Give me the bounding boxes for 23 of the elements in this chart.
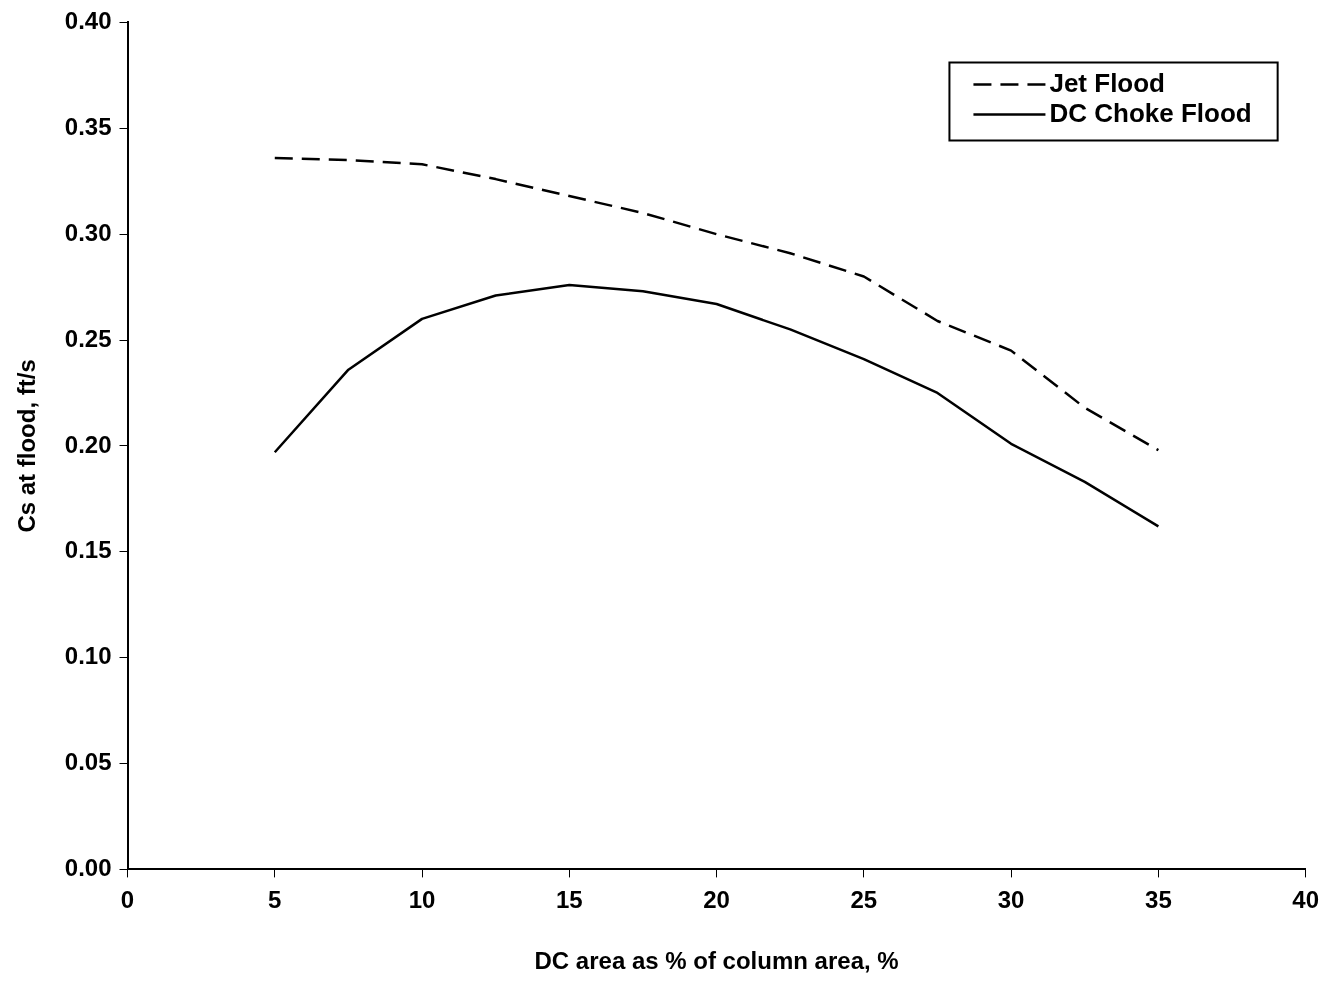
y-tick-label: 0.20: [64, 430, 112, 458]
x-tick-label: 30: [997, 886, 1025, 914]
x-tick-label: 10: [408, 886, 436, 914]
x-tick-label: 25: [850, 886, 878, 914]
legend-label: Jet Flood: [1049, 67, 1165, 98]
x-axis-title: DC area as % of column area, %: [534, 947, 899, 975]
y-tick-label: 0.35: [64, 112, 112, 140]
y-tick-label: 0.30: [64, 218, 112, 246]
y-tick-label: 0.10: [64, 642, 112, 670]
y-tick-label: 0.40: [64, 7, 112, 35]
x-tick-label: 20: [703, 886, 730, 914]
x-tick-label: 5: [268, 886, 282, 914]
x-tick-label: 40: [1292, 886, 1319, 914]
x-tick-label: 0: [120, 886, 135, 914]
y-tick-label: 0.00: [64, 854, 112, 882]
legend-label: DC Choke Flood: [1049, 97, 1252, 128]
y-axis-title: Cs at flood, ft/s: [13, 359, 41, 533]
y-tick-label: 0.25: [64, 324, 112, 352]
line-series: [273, 156, 1160, 452]
x-tick-label: 35: [1145, 886, 1172, 914]
y-tick-label: 0.05: [64, 748, 112, 776]
y-tick-label: 0.15: [64, 536, 112, 564]
x-tick-label: 15: [555, 886, 583, 914]
